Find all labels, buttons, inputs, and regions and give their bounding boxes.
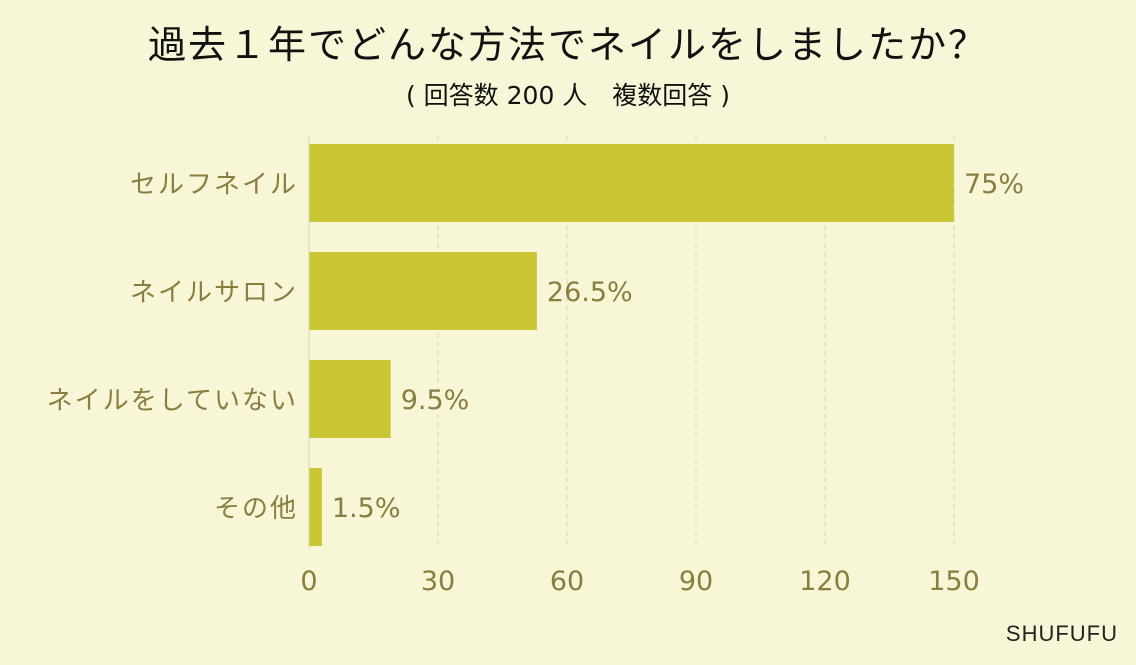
x-tick-label: 90: [679, 566, 713, 597]
bar: [309, 468, 322, 546]
bar: [309, 144, 954, 222]
data-label: 9.5%: [401, 385, 470, 416]
data-label: 75%: [964, 169, 1024, 200]
category-label: ネイルサロン: [130, 278, 298, 308]
chart-title: 過去１年でどんな方法でネイルをしましたか？: [147, 23, 988, 67]
x-tick-label: 150: [928, 566, 980, 597]
category-label: セルフネイル: [130, 170, 298, 200]
x-tick-label: 60: [550, 566, 584, 597]
bar: [309, 360, 391, 438]
data-label: 26.5%: [547, 277, 633, 308]
brand-logo-text: SHUFUFU: [1005, 621, 1118, 646]
category-label: その他: [214, 494, 298, 524]
x-tick-label: 120: [799, 566, 851, 597]
bar: [309, 252, 537, 330]
chart-subtitle: ( 回答数 200 人 複数回答 ): [405, 81, 730, 110]
data-label: 1.5%: [332, 493, 401, 524]
x-tick-label: 30: [421, 566, 455, 597]
category-label: ネイルをしていない: [47, 386, 298, 416]
x-tick-label: 0: [300, 566, 317, 597]
